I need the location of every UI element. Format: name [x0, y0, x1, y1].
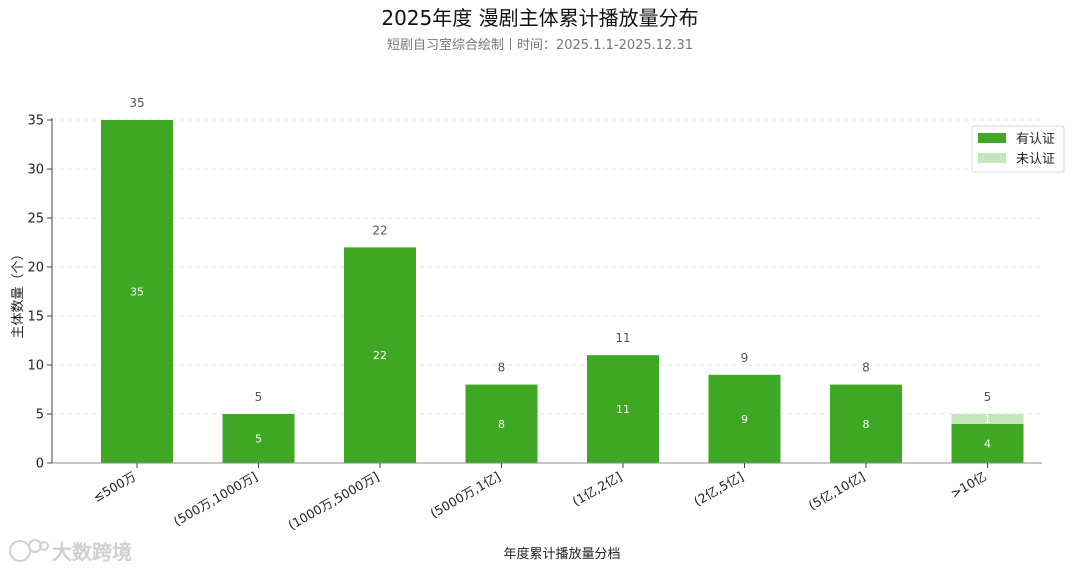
bar-segment	[222, 414, 295, 463]
y-tick-label: 20	[27, 261, 44, 276]
bar-segment	[708, 374, 781, 463]
legend-label: 未认证	[1016, 152, 1055, 167]
bars: 35 35 5 5 22 22 8 8 11 11 9 9 8 8 4 1 5	[101, 96, 1024, 463]
bar-segment	[951, 423, 1024, 463]
y-tick-label: 35	[27, 114, 44, 129]
x-tick-label: (5亿,10亿]	[806, 469, 868, 513]
y-tick-label: 30	[27, 163, 44, 178]
bar-segment	[465, 384, 538, 463]
watermark-text: 大数跨境	[52, 540, 132, 564]
y-tick-label: 5	[36, 408, 44, 423]
y-tick-label: 15	[27, 310, 44, 325]
bar-inner-label: 8	[498, 418, 505, 431]
x-axis-label: 年度累计播放量分档	[503, 546, 620, 562]
x-axis: ≤500万 (500万,1000万] (1000万,5000万] (5000万,1亿]…	[52, 462, 1042, 533]
chart-subtitle: 短剧自习室综合绘制丨时间：2025.1.1-2025.12.31	[387, 37, 693, 53]
x-tick-label: (500万,1000万]	[171, 469, 260, 529]
bar-inner-label: 35	[130, 286, 144, 299]
bar-total-label: 9	[741, 351, 749, 365]
x-tick-label: >10亿	[948, 469, 989, 501]
spiral-logo-icon	[9, 539, 49, 562]
bar-total-label: 8	[498, 361, 506, 375]
bar-total-label: 35	[129, 96, 144, 110]
bar-segment	[951, 414, 1024, 424]
bar-segment	[587, 355, 659, 463]
bar-inner-label: 1	[984, 413, 991, 426]
bar-total-label: 22	[372, 223, 387, 237]
grid-lines	[52, 119, 1042, 415]
bar-inner-label: 22	[373, 349, 387, 362]
bar-inner-label: 4	[984, 437, 991, 450]
y-tick-label: 0	[36, 457, 44, 472]
bar-inner-label: 11	[616, 403, 630, 416]
y-axis: 0 5 10 15 20 25 30 35	[27, 114, 53, 472]
legend-swatch	[978, 133, 1006, 143]
bar-total-label: 5	[984, 390, 992, 404]
bar-inner-label: 8	[863, 418, 870, 431]
x-tick-label: (2亿,5亿]	[691, 469, 746, 509]
watermark: 大数跨境	[9, 539, 132, 564]
bar-inner-label: 9	[741, 413, 748, 426]
legend-label: 有认证	[1016, 132, 1055, 147]
bar-total-label: 8	[862, 361, 870, 375]
bar-segment	[344, 247, 416, 463]
y-tick-label: 10	[27, 359, 44, 374]
x-tick-label: (5000万,1亿]	[428, 469, 503, 521]
y-axis-label: 主体数量（个）	[11, 247, 26, 338]
bar-total-label: 5	[255, 390, 263, 404]
bar-total-label: 11	[615, 331, 630, 345]
chart-title: 2025年度 漫剧主体累计播放量分布	[381, 6, 698, 30]
x-tick-label: ≤500万	[90, 469, 138, 505]
x-tick-label: (1亿,2亿]	[570, 469, 625, 509]
bar-inner-label: 5	[255, 433, 262, 446]
bar-segment	[830, 384, 902, 463]
y-tick-label: 25	[27, 212, 44, 227]
bar-segment	[101, 120, 173, 463]
x-tick-label: (1000万,5000万]	[285, 469, 381, 533]
legend-swatch	[978, 153, 1006, 163]
